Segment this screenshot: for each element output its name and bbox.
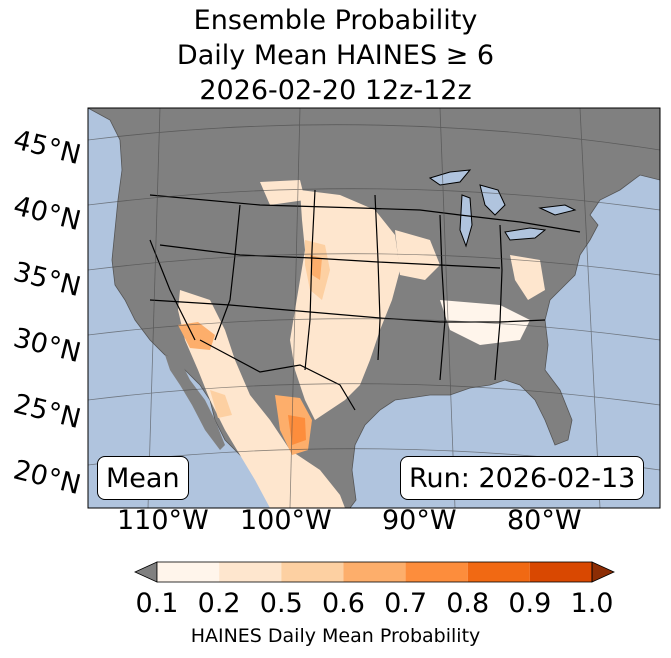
colorbar-segment-6: [529, 562, 592, 582]
colorbar-segment-1: [219, 562, 282, 582]
colorbar-tick-label: 0.8: [446, 588, 490, 619]
lon-label-80: 80°W: [507, 505, 582, 536]
colorbar-segments: [157, 562, 592, 582]
colorbar-tick-label: 0.1: [135, 588, 179, 619]
colorbar-tick-label: 0.7: [384, 588, 428, 619]
title-line-2: Daily Mean HAINES ≥ 6: [176, 40, 495, 71]
title-line-3: 2026-02-20 12z-12z: [199, 75, 472, 106]
mean-label-box: Mean: [97, 456, 189, 500]
colorbar-label: HAINES Daily Mean Probability: [190, 625, 481, 647]
colorbar-segment-5: [467, 562, 530, 582]
great-lakes: [428, 169, 577, 248]
run-date-box: Run: 2026-02-13: [400, 456, 645, 500]
land-baja: [165, 355, 225, 450]
state-borders: [149, 189, 581, 411]
lon-label-100: 100°W: [240, 505, 332, 536]
probability-map: [87, 107, 661, 509]
lon-label-90: 90°W: [382, 505, 457, 536]
colorbar-segment-4: [405, 562, 468, 582]
colorbar-over-arrow: [591, 561, 615, 583]
colorbar-segment-0: [157, 562, 220, 582]
colorbar-frame: [156, 561, 593, 583]
graticule: [88, 108, 660, 508]
colorbar-segment-2: [281, 562, 344, 582]
colorbar-tick-label: 0.5: [259, 588, 303, 619]
title-line-1: Ensemble Probability: [193, 5, 478, 36]
colorbar-tick-label: 0.6: [321, 588, 365, 619]
colorbar-tick-label: 1.0: [570, 588, 614, 619]
probability-shading: [178, 180, 545, 508]
lon-label-110: 110°W: [117, 505, 209, 536]
colorbar-under-arrow: [134, 561, 158, 583]
colorbar-tick-label: 0.9: [508, 588, 552, 619]
colorbar-tick-label: 0.2: [197, 588, 241, 619]
map-frame: [87, 107, 661, 509]
colorbar-segment-3: [343, 562, 406, 582]
